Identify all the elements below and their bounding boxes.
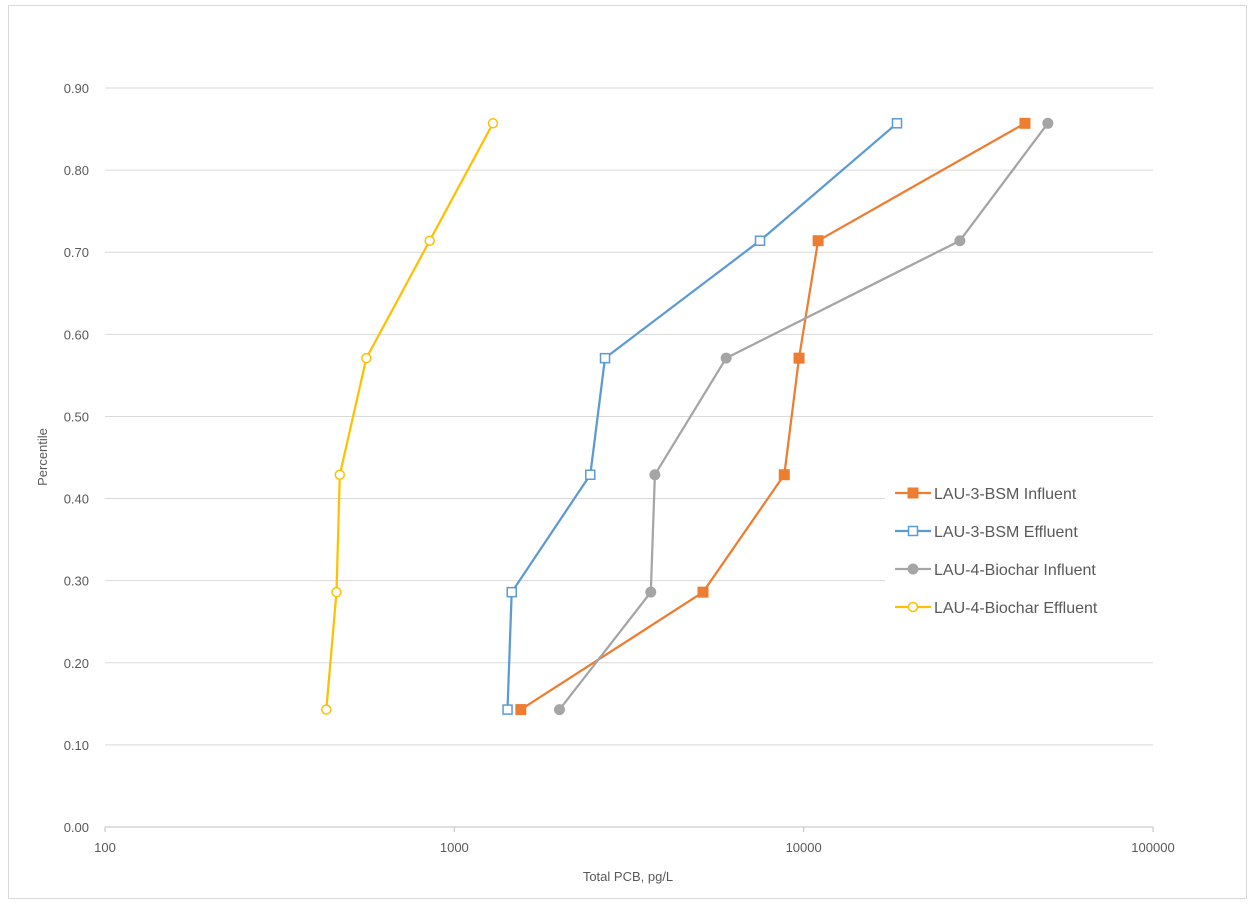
legend-item: LAU-3-BSM Influent [895, 486, 1077, 503]
data-point [506, 586, 517, 598]
y-tick-label: 0.80 [64, 163, 89, 178]
data-point [649, 469, 661, 481]
data-point [515, 704, 527, 716]
legend-label: LAU-4-Biochar Effluent [934, 600, 1098, 617]
legend-label: LAU-3-BSM Influent [934, 486, 1077, 503]
data-point [954, 235, 966, 247]
x-axis-title: Total PCB, pg/L [583, 869, 673, 884]
data-point [1042, 117, 1054, 129]
series-line [520, 122, 1026, 711]
series-line [506, 122, 898, 710]
x-tick-label: 100000 [1131, 840, 1174, 855]
legend-label: LAU-4-Biochar Influent [934, 562, 1096, 579]
series-3 [553, 117, 1054, 716]
data-point [645, 586, 657, 598]
legend-marker [907, 487, 919, 499]
legend-marker [907, 563, 919, 575]
data-point [487, 118, 499, 129]
data-point [754, 235, 766, 246]
legend-box [885, 470, 1155, 630]
data-point [812, 235, 824, 247]
y-tick-label: 0.70 [64, 245, 89, 260]
series-line [558, 122, 1049, 711]
x-tick-label: 1000 [440, 840, 469, 855]
y-tick-label: 0.90 [64, 81, 89, 96]
legend-item: LAU-4-Biochar Effluent [895, 600, 1098, 617]
data-point [697, 586, 709, 598]
x-tick-label: 10000 [786, 840, 822, 855]
legend-label: LAU-3-BSM Effluent [934, 524, 1078, 541]
y-axis-title: Percentile [35, 428, 50, 486]
series-line [325, 122, 494, 710]
data-point [585, 469, 596, 480]
data-point [720, 352, 732, 364]
legend-marker [907, 601, 919, 613]
y-tick-label: 0.00 [64, 820, 89, 835]
data-point [361, 352, 372, 364]
data-point [553, 704, 565, 716]
data-point [321, 704, 332, 715]
series-1 [515, 117, 1031, 716]
data-point [891, 118, 903, 129]
legend-item: LAU-4-Biochar Influent [895, 562, 1096, 579]
data-point [1019, 117, 1031, 129]
chart-border [8, 5, 1247, 899]
data-point [424, 235, 435, 246]
legend-marker [907, 525, 919, 537]
data-point [793, 352, 805, 364]
data-point [599, 352, 611, 364]
data-point [334, 469, 346, 480]
data-point [502, 704, 513, 715]
y-tick-label: 0.30 [64, 574, 89, 589]
y-tick-label: 0.40 [64, 492, 89, 507]
x-tick-label: 100 [94, 840, 116, 855]
y-tick-label: 0.10 [64, 738, 89, 753]
series-4 [321, 118, 499, 715]
data-point [331, 586, 342, 598]
legend-item: LAU-3-BSM Effluent [895, 524, 1078, 541]
series-2 [502, 118, 903, 715]
data-point [778, 469, 790, 481]
y-tick-label: 0.60 [64, 327, 89, 342]
y-tick-label: 0.20 [64, 656, 89, 671]
y-tick-label: 0.50 [64, 409, 89, 424]
